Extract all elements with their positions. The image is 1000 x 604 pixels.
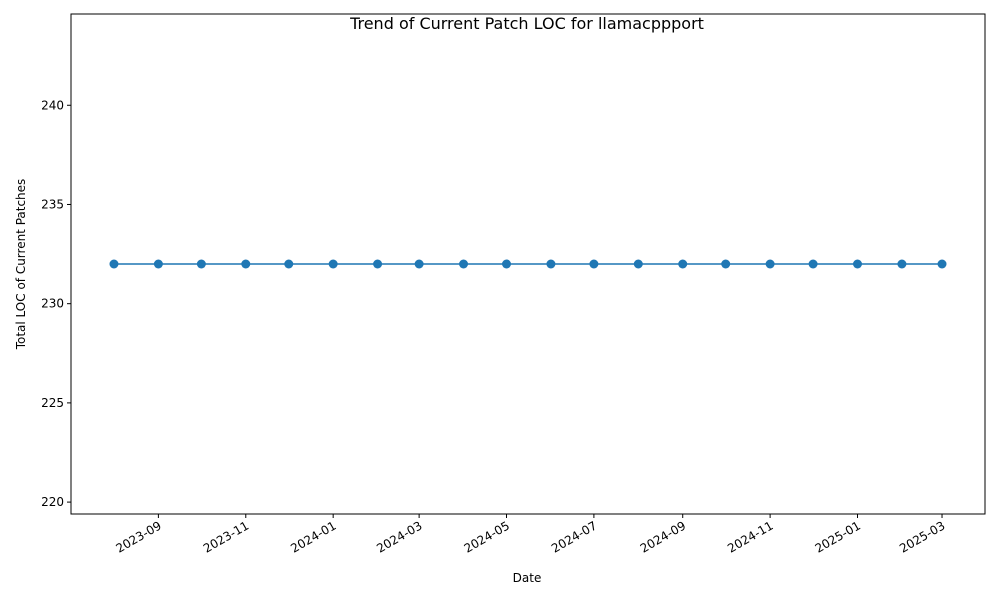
series-layer [109, 259, 947, 269]
y-tick-label: 225 [41, 396, 64, 410]
data-point [502, 259, 512, 269]
chart-title: Trend of Current Patch LOC for llamacppp… [349, 14, 704, 33]
data-point [459, 259, 469, 269]
x-tick-label: 2023-09 [113, 518, 163, 555]
data-point [765, 259, 775, 269]
x-tick-label: 2024-01 [288, 518, 338, 555]
data-point [589, 259, 599, 269]
data-point [678, 259, 688, 269]
y-axis-ticks: 220 225 230 235 240 [41, 98, 71, 509]
data-point [373, 259, 383, 269]
data-point [721, 259, 731, 269]
x-axis-label: Date [513, 571, 542, 585]
x-tick-label: 2024-07 [549, 518, 599, 555]
y-tick-label: 235 [41, 197, 64, 211]
x-tick-label: 2024-03 [374, 518, 424, 555]
plot-frame [70, 13, 986, 515]
data-point [852, 259, 862, 269]
data-point [546, 259, 556, 269]
x-tick-label: 2024-05 [462, 518, 512, 555]
data-point [897, 259, 907, 269]
data-point [633, 259, 643, 269]
y-tick-label: 220 [41, 495, 64, 509]
y-tick-label: 230 [41, 297, 64, 311]
data-point [196, 259, 206, 269]
data-point [241, 259, 251, 269]
y-axis-label: Total LOC of Current Patches [14, 179, 28, 351]
x-tick-label: 2023-11 [201, 518, 251, 555]
x-tick-label: 2024-09 [638, 518, 688, 555]
data-point [937, 259, 947, 269]
data-point [109, 259, 119, 269]
x-axis-ticks: 2023-09 2023-11 2024-01 2024-03 2024-05 2024-… [113, 514, 948, 556]
y-tick-label: 240 [41, 98, 64, 112]
data-point [414, 259, 424, 269]
data-point [153, 259, 163, 269]
x-tick-label: 2025-03 [897, 518, 947, 555]
x-tick-label: 2025-01 [813, 518, 863, 555]
data-point [328, 259, 338, 269]
data-point [284, 259, 294, 269]
data-point [808, 259, 818, 269]
x-tick-label: 2024-11 [725, 518, 775, 555]
